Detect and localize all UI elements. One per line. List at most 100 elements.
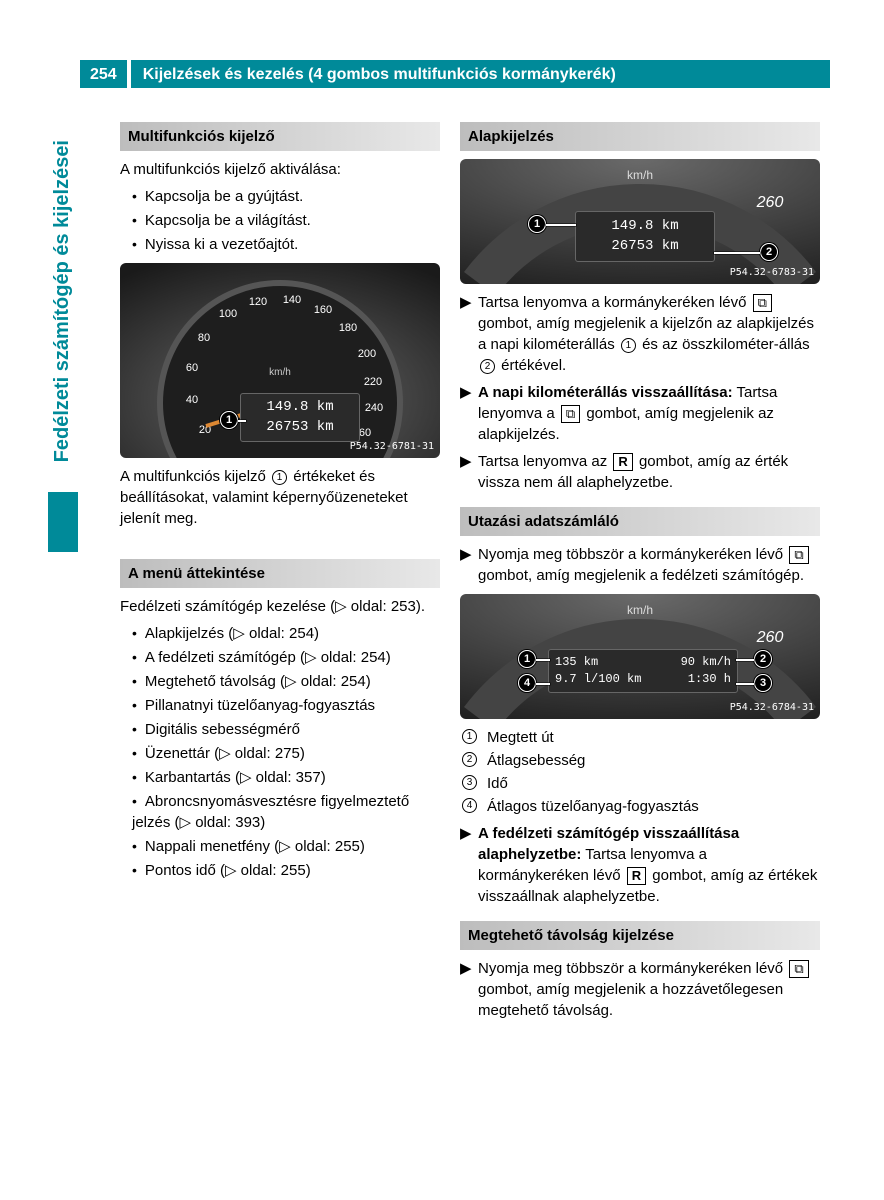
inline-callout-1-icon: 1 (272, 470, 287, 485)
legend-item: 1Megtett út (460, 727, 820, 748)
triangle-icon: ▶ (460, 382, 478, 445)
triangle-icon: ▶ (460, 544, 478, 586)
display-figure: km/h 260 149.8 km 26753 km 1 2 P54.32-67… (460, 159, 820, 284)
list-item: Pontos idő (▷ oldal: 255) (128, 860, 440, 881)
left-column: Multifunkciós kijelző A multifunkciós ki… (120, 108, 440, 1027)
figure-code: P54.32-6783-31 (730, 266, 814, 280)
lcd-display: 149.8 km 26753 km (240, 393, 360, 442)
list-item: Pillanatnyi tüzelőanyag-fogyasztás (128, 695, 440, 716)
list-item: Digitális sebességmérő (128, 719, 440, 740)
callout-1-icon: 1 (220, 411, 238, 429)
lcd-line: 26753 km (576, 237, 714, 257)
callout-leader (714, 252, 760, 254)
menu-button-icon: ⧉ (789, 546, 808, 564)
bullet-list: Alapkijelzés (▷ oldal: 254) A fedélzeti … (120, 623, 440, 881)
callout-leader (536, 659, 550, 661)
legend-marker-icon: 2 (462, 752, 477, 767)
menu-button-icon: ⧉ (789, 960, 808, 978)
callout-1-icon: 1 (528, 215, 546, 233)
legend-item: 3Idő (460, 773, 820, 794)
svg-text:80: 80 (198, 332, 210, 344)
figure-code: P54.32-6781-31 (350, 440, 434, 454)
lcd-line: 149.8 km (241, 398, 359, 418)
speedometer-figure: 20 40 60 80 100 120 140 160 180 200 220 … (120, 263, 440, 458)
inline-callout-2-icon: 2 (480, 359, 495, 374)
section-heading: Megtehető távolság kijelzése (460, 921, 820, 950)
svg-text:120: 120 (249, 296, 267, 308)
list-item: A fedélzeti számítógép (▷ oldal: 254) (128, 647, 440, 668)
list-item: Alapkijelzés (▷ oldal: 254) (128, 623, 440, 644)
legend-marker-icon: 4 (462, 798, 477, 813)
legend-item: 2Átlagsebesség (460, 750, 820, 771)
svg-text:260: 260 (756, 629, 784, 646)
page-number: 254 (80, 60, 127, 88)
callout-leader (736, 683, 754, 685)
legend-marker-icon: 3 (462, 775, 477, 790)
lcd-value: 9.7 l/100 km (555, 671, 641, 688)
callout-leader (238, 420, 246, 422)
lcd-value: 135 km (555, 654, 598, 671)
list-item: Nappali menetfény (▷ oldal: 255) (128, 836, 440, 857)
r-button-icon: R (627, 867, 646, 885)
list-item: Nyissa ki a vezetőajtót. (128, 234, 440, 255)
svg-text:180: 180 (339, 322, 357, 334)
section-heading: Utazási adatszámláló (460, 507, 820, 536)
callout-2-icon: 2 (754, 650, 772, 668)
chapter-header: 254 Kijelzések és kezelés (4 gombos mult… (80, 60, 830, 88)
body-text: A multifunkciós kijelző aktiválása: (120, 159, 440, 180)
svg-text:km/h: km/h (269, 367, 291, 378)
r-button-icon: R (613, 453, 632, 471)
menu-button-icon: ⧉ (561, 405, 580, 423)
callout-2-icon: 2 (760, 243, 778, 261)
lcd-line: 149.8 km (576, 217, 714, 237)
chapter-title: Kijelzések és kezelés (4 gombos multifun… (131, 60, 830, 88)
list-item: Megtehető távolság (▷ oldal: 254) (128, 671, 440, 692)
menu-button-icon: ⧉ (753, 294, 772, 312)
triangle-icon: ▶ (460, 292, 478, 376)
instruction-step: ▶ A napi kilométerállás visszaállítása: … (460, 382, 820, 445)
svg-text:60: 60 (186, 362, 198, 374)
callout-3-icon: 3 (754, 674, 772, 692)
figure-legend: 1Megtett út 2Átlagsebesség 3Idő 4Átlagos… (460, 727, 820, 817)
list-item: Kapcsolja be a gyújtást. (128, 186, 440, 207)
instruction-step: ▶ Tartsa lenyomva az R gombot, amíg az é… (460, 451, 820, 493)
svg-text:40: 40 (186, 394, 198, 406)
page-content: 254 Kijelzések és kezelés (4 gombos mult… (80, 60, 830, 1027)
body-text: Fedélzeti számítógép kezelése (▷ oldal: … (120, 596, 440, 617)
side-tab-block (48, 492, 78, 552)
svg-text:220: 220 (364, 376, 382, 388)
section-heading: Alapkijelzés (460, 122, 820, 151)
callout-leader (546, 224, 576, 226)
svg-text:200: 200 (358, 348, 376, 360)
callout-1-icon: 1 (518, 650, 536, 668)
lcd-value: 90 km/h (681, 654, 731, 671)
section-heading: A menü áttekintése (120, 559, 440, 588)
instruction-step: ▶ A fedélzeti számítógép visszaállítása … (460, 823, 820, 907)
section-heading: Multifunkciós kijelző (120, 122, 440, 151)
instruction-step: ▶ Tartsa lenyomva a kormánykeréken lévő … (460, 292, 820, 376)
instruction-step: ▶ Nyomja meg többször a kormánykeréken l… (460, 544, 820, 586)
svg-text:160: 160 (314, 304, 332, 316)
triangle-icon: ▶ (460, 451, 478, 493)
instruction-step: ▶ Nyomja meg többször a kormánykeréken l… (460, 958, 820, 1021)
list-item: Üzenettár (▷ oldal: 275) (128, 743, 440, 764)
triangle-icon: ▶ (460, 823, 478, 907)
list-item: Karbantartás (▷ oldal: 357) (128, 767, 440, 788)
body-text: A multifunkciós kijelző 1 értékeket és b… (120, 466, 440, 529)
svg-text:km/h: km/h (627, 168, 653, 182)
svg-text:140: 140 (283, 294, 301, 306)
figure-code: P54.32-6784-31 (730, 701, 814, 715)
callout-4-icon: 4 (518, 674, 536, 692)
lcd-display: 149.8 km 26753 km (575, 211, 715, 262)
list-item: Kapcsolja be a világítást. (128, 210, 440, 231)
lcd-line: 26753 km (241, 418, 359, 438)
side-tab-label: Fedélzeti számítógép és kijelzései (48, 140, 76, 462)
trip-computer-figure: km/h 260 135 km 90 km/h 9.7 l/100 km 1:3… (460, 594, 820, 719)
svg-text:km/h: km/h (627, 603, 653, 617)
list-item: Abroncsnyomásvesztésre figyelmeztető jel… (128, 791, 440, 833)
legend-marker-icon: 1 (462, 729, 477, 744)
svg-text:240: 240 (365, 402, 383, 414)
triangle-icon: ▶ (460, 958, 478, 1021)
lcd-value: 1:30 h (688, 671, 731, 688)
callout-leader (736, 659, 754, 661)
